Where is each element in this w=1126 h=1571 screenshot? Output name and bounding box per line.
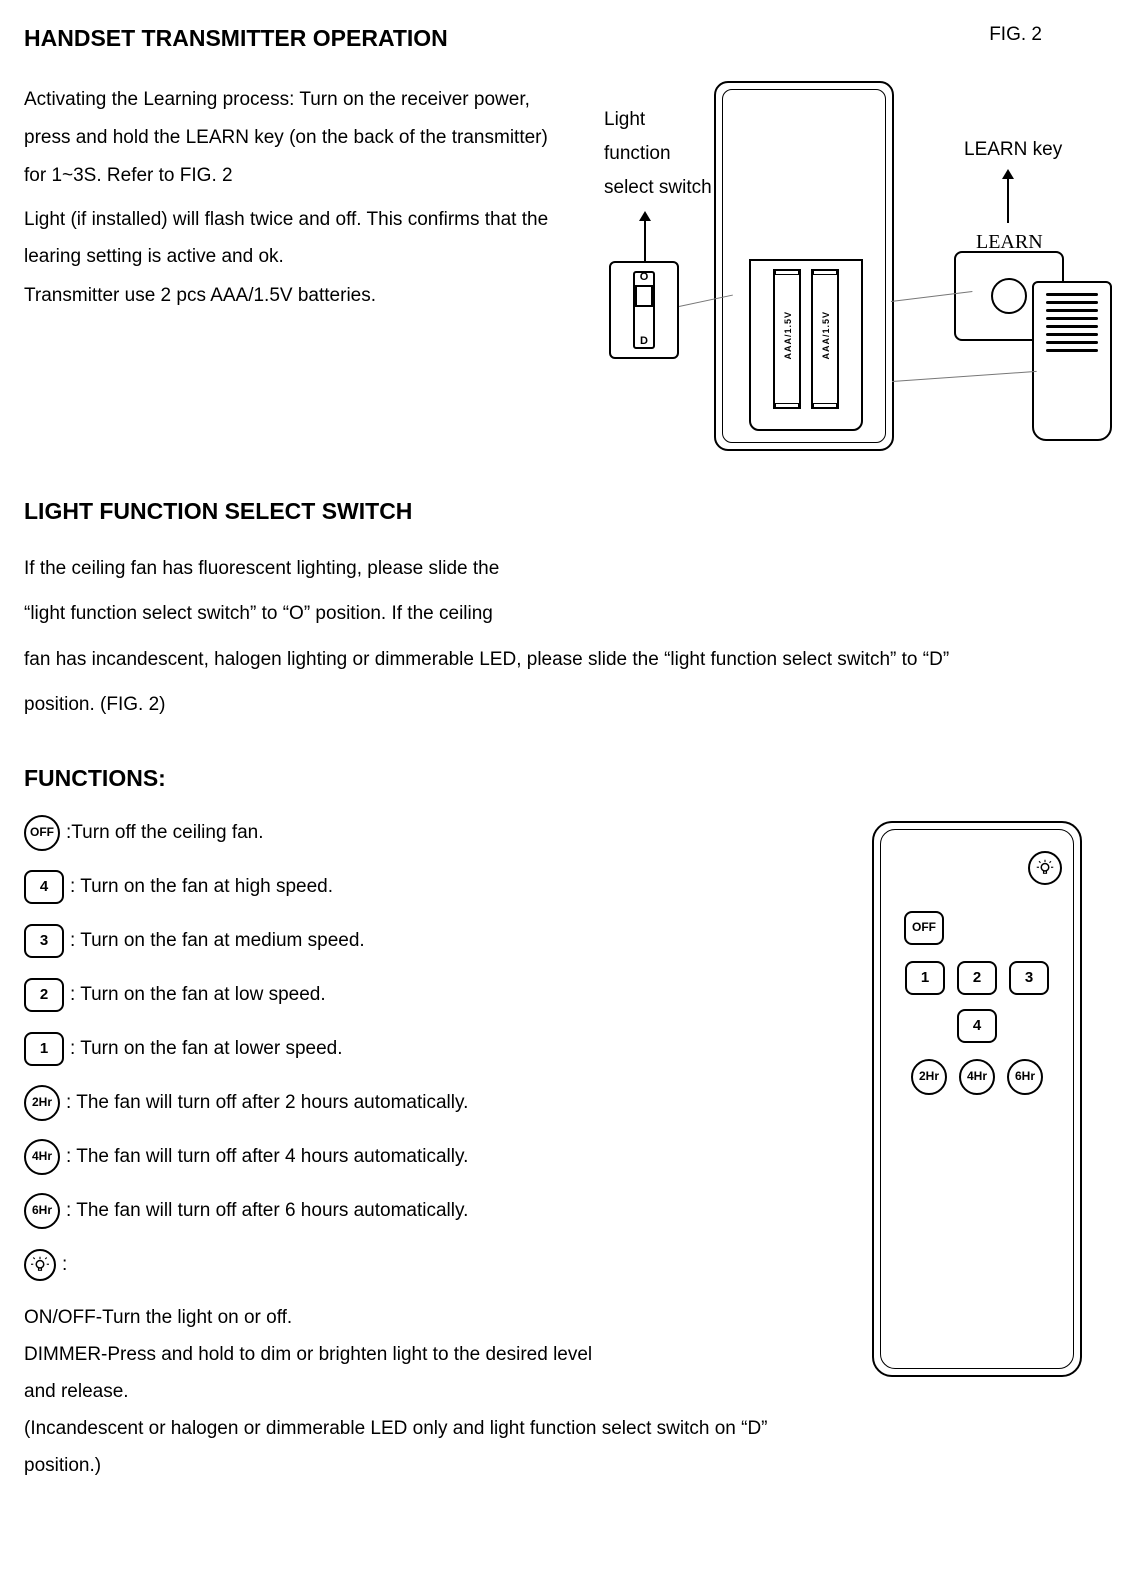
lfs-p2: “light function select switch” to “O” po… (24, 591, 1102, 637)
func-desc: :Turn off the ceiling fan. (66, 818, 264, 848)
func-row-light: : (24, 1245, 792, 1285)
figure-label: FIG. 2 (989, 20, 1042, 50)
func-row-2: 2 : Turn on the fan at low speed. (24, 975, 792, 1015)
battery-slot-a: AAA/1.5V (773, 269, 801, 409)
functions-title: FUNCTIONS: (24, 760, 1102, 797)
rf-timer-4hr-icon: 4Hr (959, 1059, 995, 1095)
bulb-icon (1036, 859, 1054, 877)
arrow-learn-key (1007, 171, 1009, 223)
func-row-6hr: 6Hr : The fan will turn off after 6 hour… (24, 1191, 792, 1231)
func-desc: : The fan will turn off after 2 hours au… (66, 1088, 468, 1118)
battery-b-label: AAA/1.5V (819, 311, 833, 360)
page-title: HANDSET TRANSMITTER OPERATION (24, 20, 448, 57)
battery-compartment: AAA/1.5V AAA/1.5V (749, 259, 863, 431)
rf-speed-2-icon: 2 (957, 961, 997, 995)
rf-speed-4-icon: 4 (957, 1009, 997, 1043)
intro-block: Activating the Learning process: Turn on… (24, 81, 1102, 461)
battery-contact (813, 403, 837, 409)
speed-3-icon: 3 (24, 924, 64, 958)
arrow-light-switch (644, 213, 646, 263)
func-row-4hr: 4Hr : The fan will turn off after 4 hour… (24, 1137, 792, 1177)
light-p1: ON/OFF-Turn the light on or off. (24, 1299, 792, 1336)
battery-contact (775, 269, 799, 275)
battery-contact (813, 269, 837, 275)
rf-speed-3-icon: 3 (1009, 961, 1049, 995)
light-function-switch-panel: O D (609, 261, 679, 359)
timer-2hr-icon: 2Hr (24, 1085, 60, 1121)
timer-6hr-icon: 6Hr (24, 1193, 60, 1229)
func-desc: : The fan will turn off after 4 hours au… (66, 1142, 468, 1172)
func-desc: : (62, 1250, 67, 1280)
intro-p2: Light (if installed) will flash twice an… (24, 201, 564, 275)
rf-light-button-icon (1028, 851, 1062, 885)
func-desc: : Turn on the fan at medium speed. (70, 926, 365, 956)
speed-4-icon: 4 (24, 870, 64, 904)
func-desc: : Turn on the fan at high speed. (70, 872, 333, 902)
speed-1-icon: 1 (24, 1032, 64, 1066)
light-desc: ON/OFF-Turn the light on or off. DIMMER-… (24, 1299, 792, 1484)
battery-contact (775, 403, 799, 409)
light-p2: DIMMER-Press and hold to dim or brighten… (24, 1336, 792, 1373)
timer-4hr-icon: 4Hr (24, 1139, 60, 1175)
light-p3: and release. (24, 1373, 792, 1410)
lfs-p4: position. (FIG. 2) (24, 682, 1102, 728)
light-switch-label: Light function select switch (604, 103, 712, 206)
light-button-icon (24, 1249, 56, 1281)
func-desc: : The fan will turn off after 6 hours au… (66, 1196, 468, 1226)
slide-knob (635, 285, 653, 307)
switch-label-o: O (640, 269, 649, 287)
rf-speed-4-row: 4 (874, 1009, 1080, 1043)
slide-track: O D (633, 271, 655, 349)
rf-off-button-icon: OFF (904, 911, 944, 945)
rf-timer-row: 2Hr 4Hr 6Hr (874, 1059, 1080, 1095)
learn-button-icon (991, 278, 1027, 314)
learn-key-label: LEARN key (964, 135, 1062, 165)
remote-front-wrap: OFF 1 2 3 4 2Hr 4Hr 6Hr (832, 813, 1102, 1377)
light-p4: (Incandescent or halogen or dimmerable L… (24, 1410, 792, 1484)
light-switch-label-l3: select switch (604, 177, 712, 198)
speed-2-icon: 2 (24, 978, 64, 1012)
cover-ridges (1046, 293, 1098, 357)
intro-p3: Transmitter use 2 pcs AAA/1.5V batteries… (24, 277, 564, 315)
light-switch-label-l2: function (604, 143, 671, 164)
connector-line (892, 371, 1037, 382)
intro-text: Activating the Learning process: Turn on… (24, 81, 564, 461)
func-row-3: 3 : Turn on the fan at medium speed. (24, 921, 792, 961)
switch-label-d: D (640, 333, 648, 351)
func-desc: : Turn on the fan at lower speed. (70, 1034, 343, 1064)
battery-slot-b: AAA/1.5V (811, 269, 839, 409)
functions-list: OFF :Turn off the ceiling fan. 4 : Turn … (24, 813, 792, 1484)
func-desc: : Turn on the fan at low speed. (70, 980, 326, 1010)
lfs-title: LIGHT FUNCTION SELECT SWITCH (24, 493, 1102, 530)
rf-speed-1-icon: 1 (905, 961, 945, 995)
func-row-1: 1 : Turn on the fan at lower speed. (24, 1029, 792, 1069)
remote-back-outline: AAA/1.5V AAA/1.5V (714, 81, 894, 451)
func-row-2hr: 2Hr : The fan will turn off after 2 hour… (24, 1083, 792, 1123)
bulb-icon (31, 1256, 49, 1274)
light-switch-label-l1: Light (604, 109, 645, 130)
rf-timer-6hr-icon: 6Hr (1007, 1059, 1043, 1095)
remote-front-outline: OFF 1 2 3 4 2Hr 4Hr 6Hr (872, 821, 1082, 1377)
battery-a-label: AAA/1.5V (781, 311, 795, 360)
intro-p1: Activating the Learning process: Turn on… (24, 81, 564, 195)
lfs-p1: If the ceiling fan has fluorescent light… (24, 546, 1102, 592)
header-row: HANDSET TRANSMITTER OPERATION FIG. 2 (24, 20, 1102, 81)
func-row-4: 4 : Turn on the fan at high speed. (24, 867, 792, 907)
lfs-text: If the ceiling fan has fluorescent light… (24, 546, 1102, 728)
off-button-icon: OFF (24, 815, 60, 851)
rf-timer-2hr-icon: 2Hr (911, 1059, 947, 1095)
lfs-p3: fan has incandescent, halogen lighting o… (24, 637, 1102, 683)
figure-2: Light function select switch LEARN key L… (584, 81, 1094, 461)
func-row-off: OFF :Turn off the ceiling fan. (24, 813, 792, 853)
functions-area: OFF :Turn off the ceiling fan. 4 : Turn … (24, 813, 1102, 1484)
remote-front-inner (880, 829, 1074, 1369)
rf-speed-row: 1 2 3 (874, 961, 1080, 995)
battery-cover (1032, 281, 1112, 441)
